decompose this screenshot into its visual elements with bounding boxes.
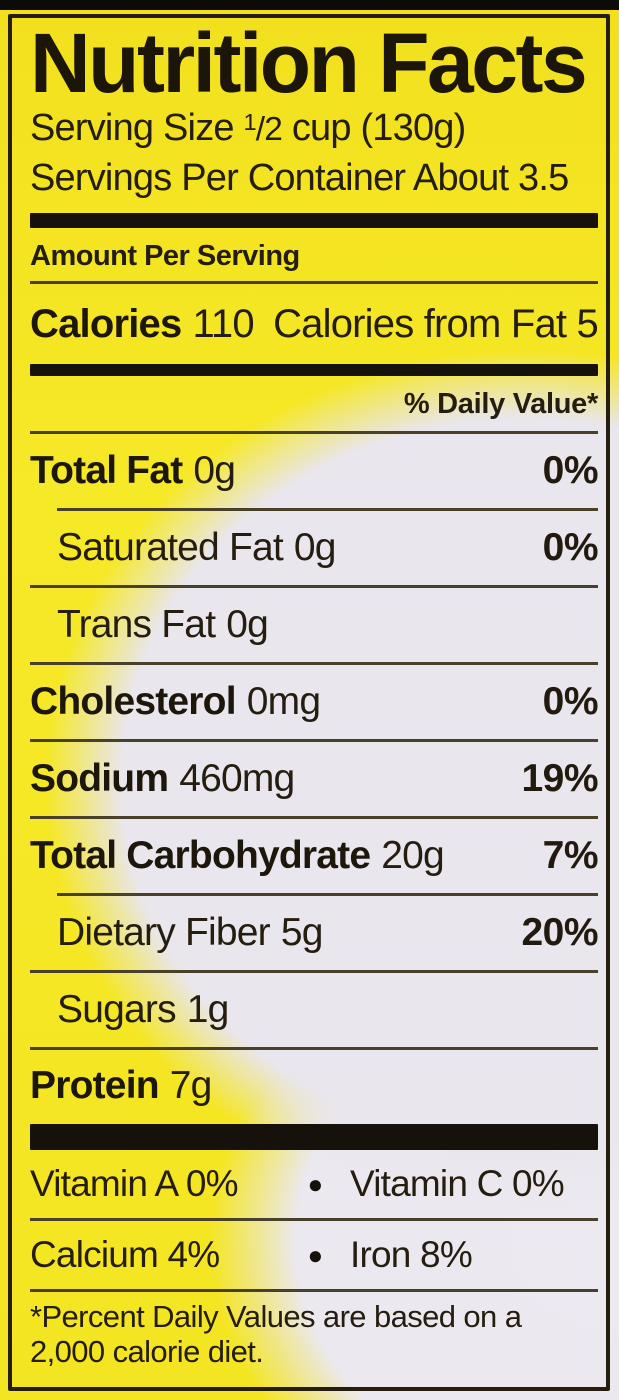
calories-value: Calories 110	[30, 301, 255, 346]
footnote-line-1: *Percent Daily Values are based on a	[30, 1299, 522, 1335]
nutrient-row-protein: Protein 7g	[30, 1064, 212, 1108]
fraction-denominator: /2	[255, 111, 283, 149]
nutrient-row-dietary-fiber: Dietary Fiber 5g 20%	[57, 911, 598, 955]
nutrient-row-saturated-fat: Saturated Fat 0g 0%	[57, 526, 599, 570]
separator-medium	[30, 364, 598, 377]
separator-thick-top	[30, 213, 598, 229]
calories-row: Calories 110 Calories from Fat 5	[30, 284, 599, 364]
photo-top-edge	[0, 0, 619, 10]
daily-value-footnote: *Percent Daily Values are based on a 2,0…	[30, 1299, 598, 1369]
bullet-icon: ●	[307, 1239, 324, 1270]
separator-thin	[30, 431, 598, 435]
nutrition-facts-panel: Nutrition Facts Serving Size 1/2 cup (13…	[8, 14, 610, 1391]
nutrient-row-total-fat: Total Fat 0g 0%	[30, 449, 599, 493]
iron-value: Iron 8%	[350, 1234, 473, 1276]
daily-value: 7%	[542, 834, 599, 878]
separator-thin	[30, 585, 598, 589]
separator-thin	[30, 662, 598, 666]
vitamin-a-value: Vitamin A 0%	[30, 1163, 239, 1205]
calories-from-fat: Calories from Fat 5	[273, 301, 599, 346]
daily-value-heading: % Daily Value*	[403, 388, 598, 421]
nutrition-facts-title: Nutrition Facts	[30, 16, 588, 110]
separator-thin	[30, 816, 598, 820]
daily-value: 0%	[542, 526, 599, 570]
daily-value: 0%	[542, 680, 599, 724]
separator-thin	[30, 281, 598, 285]
separator-thin-indented	[57, 893, 598, 897]
separator-thick-bottom	[30, 1124, 598, 1151]
calcium-value: Calcium 4%	[30, 1234, 220, 1276]
vitamin-row-calcium-iron: Calcium 4% ● Iron 8%	[30, 1221, 598, 1289]
separator-thin	[30, 970, 598, 974]
fraction-numerator: 1	[243, 109, 256, 136]
separator-thin	[30, 1289, 598, 1293]
nutrient-row-cholesterol: Cholesterol 0mg 0%	[30, 680, 599, 724]
bullet-icon: ●	[307, 1168, 324, 1199]
nutrient-row-sugars: Sugars 1g	[57, 988, 229, 1032]
daily-value: 0%	[542, 449, 599, 493]
daily-value: 19%	[521, 757, 598, 801]
separator-thin	[30, 1218, 598, 1222]
daily-value: 20%	[521, 911, 598, 955]
amount-per-serving-heading: Amount Per Serving	[30, 240, 300, 273]
footnote-line-2: 2,000 calorie diet.	[30, 1333, 264, 1369]
servings-per-container-line: Servings Per Container About 3.5	[30, 156, 569, 199]
vitamin-c-value: Vitamin C 0%	[350, 1163, 565, 1205]
vitamin-row-a-c: Vitamin A 0% ● Vitamin C 0%	[30, 1150, 598, 1218]
separator-thin	[30, 1047, 598, 1051]
serving-size-line: Serving Size 1/2 cup (130g)	[30, 107, 466, 150]
nutrient-row-total-carbohydrate: Total Carbohydrate 20g 7%	[30, 834, 599, 878]
separator-thin	[30, 739, 598, 743]
nutrient-row-sodium: Sodium 460mg 19%	[30, 757, 598, 801]
nutrient-row-trans-fat: Trans Fat 0g	[57, 603, 269, 647]
separator-thin-indented	[57, 508, 598, 512]
